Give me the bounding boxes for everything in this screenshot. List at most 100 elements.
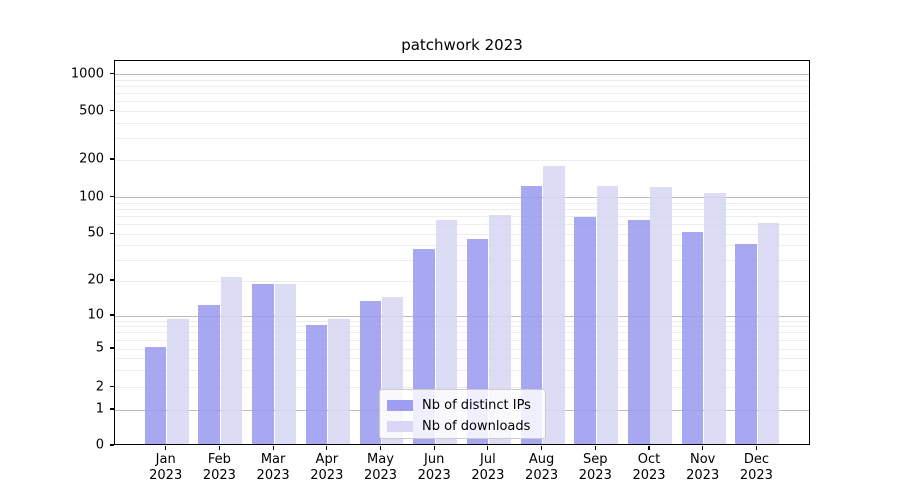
bar-mar-downloads (274, 284, 297, 444)
y-tick-mark (109, 408, 114, 410)
bar-jan-downloads (167, 319, 189, 444)
bar-sep-distinct-ips (574, 216, 596, 444)
bar-mar-distinct-ips (252, 284, 274, 444)
minor-gridline (115, 326, 809, 328)
minor-gridline (115, 233, 809, 235)
x-tick-mark (218, 445, 220, 450)
x-tick-label-apr: Apr 2023 (310, 452, 344, 483)
major-gridline (115, 197, 809, 198)
x-tick-mark (594, 445, 596, 450)
bar-feb-downloads (220, 276, 243, 444)
x-tick-label-may: May 2023 (363, 452, 398, 483)
bar-apr-distinct-ips (305, 324, 328, 444)
y-tick-label: 2 (95, 379, 104, 394)
x-tick-mark (702, 445, 704, 450)
minor-gridline (115, 259, 809, 261)
minor-gridline (115, 101, 809, 103)
bar-aug-distinct-ips (520, 185, 543, 444)
plot-area: Nb of distinct IPs Nb of downloads (114, 60, 810, 445)
y-tick-label: 100 (79, 189, 104, 204)
y-tick-label: 5 (95, 340, 104, 356)
bar-jan-distinct-ips (144, 347, 167, 444)
bar-oct-downloads (650, 187, 672, 444)
major-gridline (115, 315, 809, 317)
x-tick-mark (541, 445, 543, 450)
y-tick-label: 200 (79, 151, 104, 167)
minor-gridline (115, 111, 809, 113)
x-tick-label-oct: Oct 2023 (632, 452, 666, 483)
legend: Nb of distinct IPs Nb of downloads (379, 389, 546, 439)
y-tick-mark (109, 444, 114, 446)
legend-item-downloads: Nb of downloads (387, 416, 537, 437)
y-tick-label: 500 (79, 103, 104, 119)
bar-apr-downloads (328, 319, 350, 444)
x-tick-label-mar: Mar 2023 (256, 452, 290, 483)
major-gridline (115, 74, 809, 75)
bar-may-distinct-ips (359, 300, 382, 444)
y-tick-mark (109, 232, 114, 234)
x-tick-label-dec: Dec 2023 (739, 452, 773, 483)
bar-jul-downloads (489, 215, 511, 444)
bar-dec-distinct-ips (735, 243, 757, 444)
minor-gridline (115, 122, 809, 124)
minor-gridline (115, 85, 809, 87)
bar-aug-downloads (543, 166, 565, 444)
x-tick-label-jan: Jan 2023 (149, 452, 183, 483)
x-tick-mark (379, 445, 382, 450)
bar-sep-downloads (596, 185, 619, 444)
legend-swatch-downloads-icon (387, 421, 413, 432)
x-tick-label-sep: Sep 2023 (578, 452, 612, 483)
minor-gridline (115, 320, 809, 322)
x-tick-mark (165, 445, 167, 450)
y-tick-mark (109, 279, 114, 281)
legend-label-distinct-ips: Nb of distinct IPs (422, 398, 531, 413)
y-tick-label: 1000 (70, 66, 104, 81)
y-tick-mark (109, 195, 114, 198)
minor-gridline (115, 280, 809, 282)
minor-gridline (115, 138, 809, 140)
bar-jun-downloads (435, 220, 458, 444)
minor-gridline (115, 224, 809, 226)
y-tick-mark (109, 158, 114, 160)
x-tick-label-jun: Jun 2023 (417, 452, 451, 483)
legend-label-downloads: Nb of downloads (422, 419, 531, 434)
minor-gridline (115, 159, 809, 161)
bar-nov-downloads (704, 192, 726, 444)
x-tick-mark (272, 445, 274, 450)
x-tick-mark (487, 445, 489, 450)
legend-swatch-distinct-ips-icon (387, 400, 413, 411)
minor-gridline (115, 357, 809, 359)
x-tick-mark (755, 445, 757, 450)
y-tick-mark (109, 314, 114, 316)
minor-gridline (115, 245, 809, 247)
y-tick-label: 50 (87, 225, 104, 241)
minor-gridline (115, 332, 809, 334)
bar-feb-distinct-ips (198, 304, 220, 444)
bar-oct-distinct-ips (628, 220, 650, 444)
minor-gridline (115, 339, 809, 341)
minor-gridline (115, 202, 809, 204)
x-tick-mark (326, 445, 328, 450)
minor-gridline (115, 369, 809, 371)
y-tick-label: 1 (95, 401, 104, 417)
x-tick-label-feb: Feb 2023 (202, 452, 236, 483)
chart-title: patchwork 2023 (401, 36, 523, 54)
x-tick-mark (648, 445, 650, 450)
x-tick-label-nov: Nov 2023 (686, 452, 720, 483)
minor-gridline (115, 93, 809, 95)
minor-gridline (115, 215, 809, 217)
bar-dec-downloads (757, 222, 780, 444)
legend-item-distinct-ips: Nb of distinct IPs (387, 395, 537, 416)
minor-gridline (115, 387, 809, 388)
bar-nov-distinct-ips (681, 232, 704, 444)
y-tick-label: 20 (87, 272, 104, 288)
y-tick-mark (109, 385, 114, 388)
x-tick-label-jul: Jul 2023 (471, 452, 505, 483)
minor-gridline (115, 79, 809, 81)
x-tick-label-aug: Aug 2023 (525, 452, 559, 483)
minor-gridline (115, 208, 809, 210)
minor-gridline (115, 348, 809, 350)
y-tick-mark (109, 110, 114, 112)
y-tick-mark (109, 347, 114, 349)
